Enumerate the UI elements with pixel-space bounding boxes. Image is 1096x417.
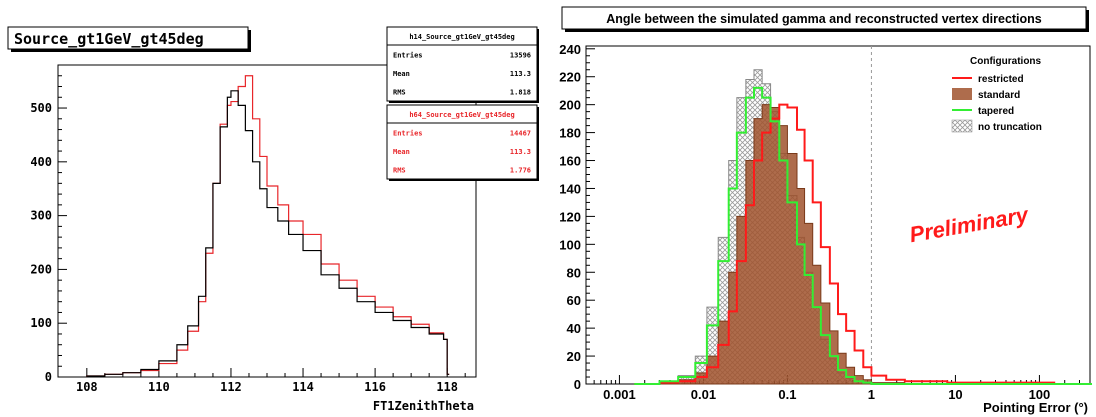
stats-row-label: RMS [393,89,406,97]
left-title-box [7,26,249,50]
stats-row-value: 113.3 [510,70,531,78]
left-x-axis-label: FT1ZenithTheta [373,399,474,413]
stats-row-label: Entries [393,52,423,60]
legend-label: standard [978,90,1020,101]
right-y-tick-label: 160 [559,154,581,169]
right-y-tick-label: 120 [559,209,581,224]
right-x-tick-label: 0.1 [778,387,796,402]
right-legend: Configurations restricted standard tapered… [951,56,1042,133]
right-y-tick-label: 60 [567,293,581,308]
left-y-tick-label: 100 [30,316,52,330]
left-chart-title: Source_gt1GeV_gt45deg [14,30,204,48]
right-y-tick-label: 200 [559,98,581,113]
right-y-tick-label: 20 [567,349,581,364]
stats-box-name: h14_Source_gt1GeV_gt45deg [409,33,514,41]
left-y-tick-label: 400 [30,155,52,169]
left-red-series-line [86,75,450,377]
stats-row-label: Mean [393,148,410,156]
right-chart-title: Angle between the simulated gamma and re… [606,12,1042,26]
legend-label: tapered [978,106,1014,117]
stats-box [386,26,538,102]
stats-row-value: 113.3 [510,148,531,156]
right-y-tick-label: 180 [559,126,581,141]
stats-row-value: 14467 [510,130,531,138]
left-black-series-line [86,90,450,377]
right-histogram-chart: Angle between the simulated gamma and re… [559,6,1092,415]
legend-swatch-fill [952,88,972,100]
right-series-group [634,69,1092,385]
right-title-box [561,6,1087,30]
stats-row-value: 13596 [510,52,531,60]
stats-box-name: h64_Source_gt1GeV_gt45deg [409,111,514,119]
right-y-tick-label: 240 [559,42,581,57]
left-x-tick-label: 116 [364,380,386,394]
right-x-tick-label: 1 [868,387,875,402]
right-x-tick-label: 10 [948,387,962,402]
legend-label: restricted [978,74,1024,85]
series-tapered-line [634,86,1092,385]
left-stats-boxes: h14_Source_gt1GeV_gt45deg Entries 13596 Mea… [386,26,539,181]
right-y-tick-label: 80 [567,265,581,280]
stats-row-value: 1.776 [510,167,531,175]
left-y-tick-label: 500 [30,101,52,115]
right-x-tick-label: 0.001 [603,387,636,402]
left-series-group [86,75,450,377]
left-x-tick-label: 112 [220,380,242,394]
left-x-tick-label: 110 [148,380,170,394]
right-x-axis-label: Pointing Error (°) [983,400,1088,415]
stats-row-label: Mean [393,70,410,78]
left-x-tick-label: 108 [76,380,98,394]
legend-label: no truncation [978,122,1042,133]
right-plot-frame [585,45,1091,385]
legend-title: Configurations [970,56,1042,67]
left-x-tick-label: 118 [436,380,458,394]
left-y-tick-label: 300 [30,209,52,223]
right-y-tick-label: 0 [574,377,581,392]
stats-row-value: 1.818 [510,89,531,97]
legend-swatch-hatch [951,119,973,133]
series-restricted-line [634,103,1092,385]
right-y-tick-label: 140 [559,181,581,196]
series-standard-area [634,104,1092,385]
left-y-tick-label: 0 [45,370,52,384]
left-x-tick-label: 114 [292,380,314,394]
right-y-tick-label: 100 [559,237,581,252]
right-x-tick-label: 100 [1029,387,1051,402]
right-y-tick-label: 40 [567,321,581,336]
stats-row-label: Entries [393,130,423,138]
stats-row-label: RMS [393,167,406,175]
right-y-tick-label: 220 [559,70,581,85]
stats-box [386,104,538,180]
right-x-tick-label: 0.01 [691,387,716,402]
left-histogram-chart: Source_gt1GeV_gt45deg FT1ZenithTheta 108… [7,26,539,413]
left-y-tick-label: 200 [30,262,52,276]
